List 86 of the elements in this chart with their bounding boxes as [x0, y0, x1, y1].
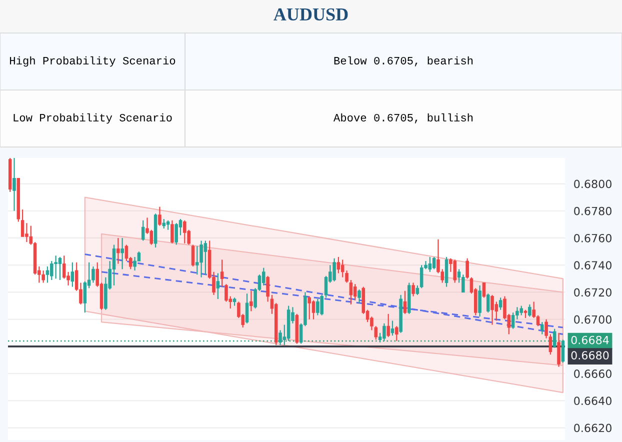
text: High Probability Scenario [10, 56, 176, 67]
candlestick [528, 304, 532, 318]
ref-line-label: 0.6684 [571, 336, 609, 344]
candlestick [420, 264, 424, 289]
y-tick-label: 0.6720 [574, 288, 612, 297]
candlestick [316, 298, 320, 316]
candlestick [358, 288, 361, 304]
candlestick [403, 290, 407, 314]
candlestick [170, 220, 174, 244]
candlestick [478, 284, 482, 318]
candlestick [42, 270, 45, 284]
candlestick [112, 244, 116, 286]
candlestick [511, 312, 515, 330]
candlestick [83, 280, 87, 314]
candlestick [544, 318, 548, 339]
candlestick [482, 282, 486, 298]
candlestick [324, 275, 328, 298]
candlestick [191, 244, 195, 268]
text: Low Probability Scenario [14, 113, 172, 124]
candlestick [349, 279, 353, 305]
candlestick [312, 300, 316, 320]
candlestick [116, 237, 120, 264]
candlestick [540, 321, 544, 335]
ref-line-label: 0.6680 [571, 351, 609, 360]
candlestick [336, 256, 340, 274]
candlestick [308, 296, 311, 320]
candlestick [183, 220, 186, 244]
candlestick [332, 258, 336, 282]
y-tick-label: 0.6780 [574, 206, 612, 216]
candlestick [25, 222, 28, 243]
y-tick-label: 0.6760 [574, 234, 612, 242]
candlestick [432, 256, 436, 270]
candlestick [216, 272, 220, 300]
candlestick [466, 258, 469, 280]
candlestick [490, 294, 494, 326]
candlestick [462, 274, 465, 293]
y-tick-label: 0.6640 [574, 396, 612, 406]
candlestick [557, 332, 560, 368]
candlestick [245, 293, 249, 324]
candlestick [133, 256, 136, 272]
candlestick [266, 275, 270, 302]
candlestick [428, 256, 432, 272]
y-tick-label: 0.6620 [574, 424, 612, 432]
candlestick [453, 259, 456, 284]
candlestick [444, 256, 448, 288]
candlestick [141, 220, 145, 242]
candlestick [486, 293, 490, 314]
candlestick [174, 222, 178, 246]
y-tick-label: 0.6660 [574, 370, 612, 378]
candlestick [395, 326, 398, 342]
candlestick [382, 322, 386, 342]
candlestick [70, 262, 74, 288]
candlestick [412, 282, 415, 297]
candlestick [278, 330, 282, 346]
candlestick [20, 208, 24, 238]
candlestick [320, 294, 324, 316]
candlestick [262, 267, 266, 286]
chart-title: AUDUSD [274, 8, 348, 21]
candlestick [552, 328, 556, 348]
candlestick [548, 334, 552, 356]
candlestick [120, 237, 124, 270]
candlestick [390, 320, 394, 336]
candlestick [166, 220, 170, 230]
y-tick-label: 0.6700 [574, 315, 612, 324]
text: Below 0.6705, bearish [334, 56, 473, 66]
y-tick-label: 0.6740 [574, 261, 612, 270]
candlestick [46, 266, 50, 284]
candlestick [12, 158, 16, 212]
candlestick [416, 284, 420, 296]
candlestick [58, 256, 62, 281]
text: Above 0.6705, bullish [333, 113, 473, 124]
candlestick [561, 339, 565, 364]
candlestick [353, 284, 357, 301]
candlestick [162, 218, 166, 230]
candlestick [250, 290, 253, 312]
candlestick [224, 284, 228, 302]
y-tick-label: 0.6800 [574, 180, 612, 188]
candlestick [92, 266, 95, 284]
candlestick [204, 240, 208, 276]
candlestick [200, 240, 203, 278]
candlestick [54, 255, 58, 280]
candlestick [386, 313, 390, 338]
candlestick [498, 297, 502, 310]
candlestick [220, 259, 224, 288]
candlestick [158, 206, 162, 226]
candlestick [520, 305, 523, 316]
